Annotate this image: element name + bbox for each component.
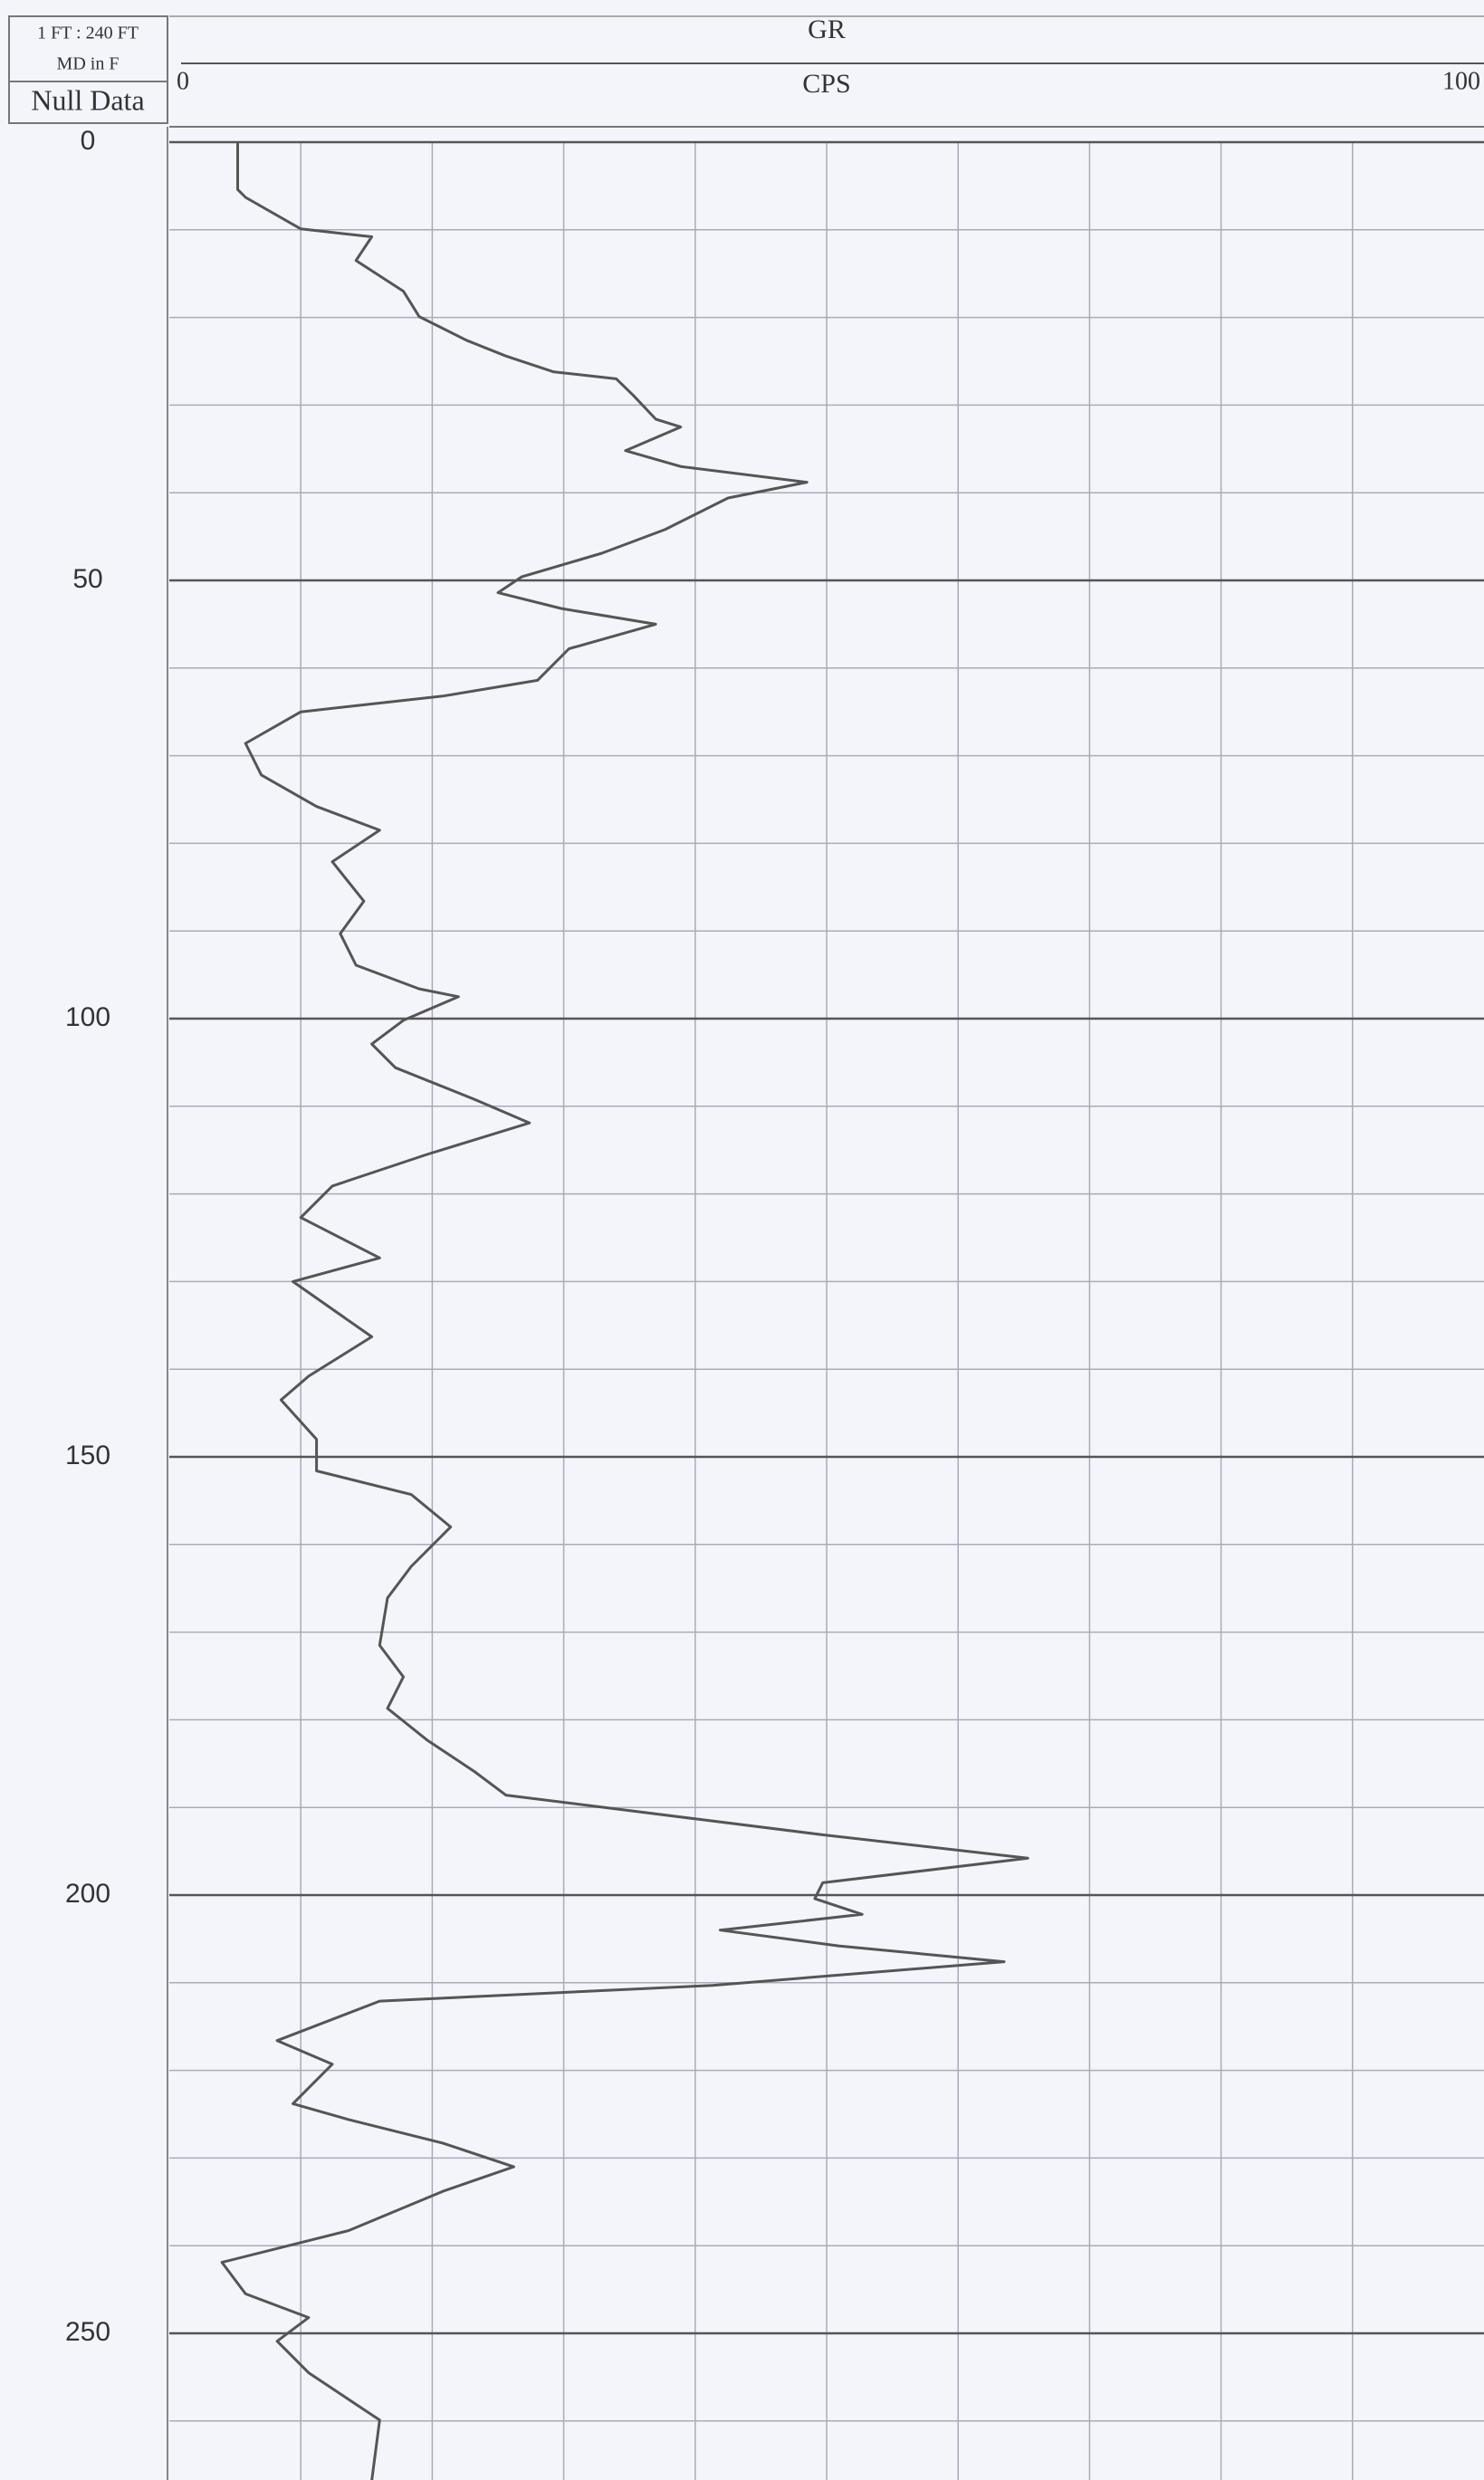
header-box — [8, 15, 168, 124]
y-tick-label: 100 — [65, 1002, 110, 1032]
gr-curve — [220, 142, 1029, 2480]
curve-name: GR — [808, 14, 846, 44]
y-tick-label: 50 — [72, 564, 102, 594]
x-axis-label: CPS — [802, 69, 850, 99]
y-tick-label: 150 — [65, 1441, 110, 1470]
x-tick-label: 100 — [1442, 67, 1480, 95]
depth-label: MD in F — [57, 54, 120, 74]
y-tick-label: 0 — [81, 126, 96, 156]
y-tick-label: 200 — [65, 1879, 110, 1909]
scale-label: 1 FT : 240 FT — [37, 24, 139, 43]
null-label: Null Data — [31, 83, 144, 116]
y-tick-label: 250 — [65, 2317, 110, 2347]
x-tick-label: 0 — [177, 67, 189, 95]
